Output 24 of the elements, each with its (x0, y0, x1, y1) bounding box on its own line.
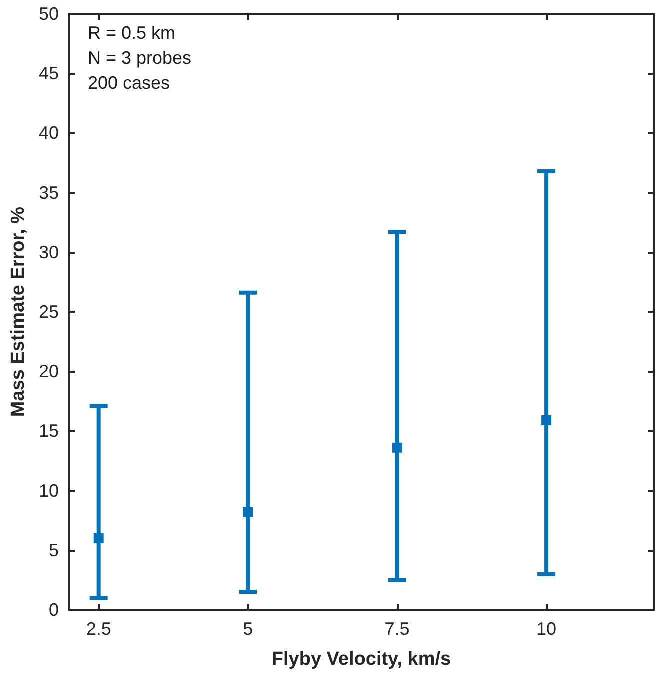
y-tick-label: 30 (38, 242, 59, 262)
x-tick-label: 2.5 (86, 619, 112, 639)
point (392, 442, 402, 453)
point (542, 415, 552, 426)
y-axis-title: Mass Estimate Error, % (8, 206, 30, 418)
annotation: 200 cases (88, 73, 170, 93)
x-tick-label: 5 (243, 619, 254, 639)
y-tick-label: 20 (38, 362, 59, 382)
y-tick-label: 15 (38, 421, 59, 442)
y-tick-label: 40 (38, 123, 59, 144)
y-tick-label: 10 (38, 480, 59, 501)
point (94, 533, 104, 544)
y-tick-label: 35 (38, 182, 59, 203)
y-tick-label: 45 (38, 64, 59, 84)
y-tick-label: 50 (38, 4, 59, 24)
y-tick-label: 0 (48, 600, 59, 620)
y-tick-label: 25 (38, 302, 59, 322)
y-tick-label: 5 (48, 540, 59, 560)
point (243, 507, 254, 518)
annotation: N = 3 probes (88, 48, 192, 68)
x-tick-label: 7.5 (384, 619, 410, 639)
annotation: R = 0.5 km (88, 23, 176, 43)
x-axis-title: Flyby Velocity, km/s (272, 649, 452, 670)
x-tick-label: 10 (536, 619, 557, 639)
